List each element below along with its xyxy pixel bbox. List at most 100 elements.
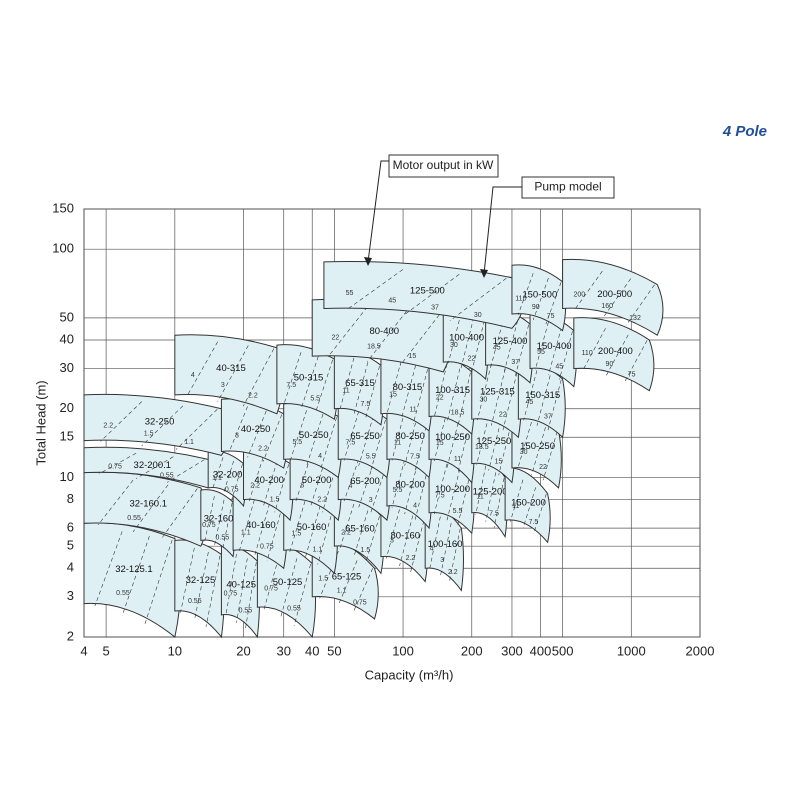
motor-kw: 0.55 — [239, 608, 253, 615]
pump-model: 50-250 — [299, 430, 329, 441]
motor-kw: 7.5 — [435, 493, 445, 500]
power-line — [602, 278, 632, 319]
power-line — [517, 422, 532, 470]
motor-kw: 0.55 — [216, 535, 230, 542]
power-line — [222, 502, 233, 551]
power-line — [533, 493, 547, 535]
annotation-box — [388, 154, 499, 178]
motor-kw: 2.2 — [448, 569, 458, 576]
motor-kw: 75 — [547, 313, 555, 320]
pump-model: 32-200 — [213, 469, 243, 480]
power-line — [121, 536, 150, 616]
motor-kw: 0.55 — [160, 473, 174, 480]
motor-kw: 22 — [331, 334, 339, 341]
power-line — [370, 468, 386, 513]
y-tick-label: 40 — [60, 331, 74, 346]
power-line — [414, 468, 429, 520]
pump-model: 32-160 — [204, 513, 234, 524]
x-tick-label: 500 — [552, 643, 574, 658]
motor-kw: 11 — [476, 494, 483, 501]
power-line — [293, 564, 311, 626]
x-tick-label: 400 — [530, 643, 552, 658]
x-tick-label: 20 — [236, 643, 250, 658]
pump-tile: 200-400 110 90 75 — [573, 317, 655, 392]
power-line — [582, 328, 606, 371]
pump-model: 100-250 — [435, 432, 470, 443]
pump-model: 40-160 — [246, 520, 276, 531]
motor-kw: 7.5 — [410, 454, 420, 461]
annotation-arrow — [483, 186, 522, 275]
power-line — [353, 568, 373, 611]
pump-tile: 200-500 200 160 132 — [562, 258, 664, 336]
y-tick-label: 30 — [60, 360, 74, 375]
power-line — [404, 415, 418, 466]
motor-kw: 2.2 — [103, 423, 113, 430]
motor-kw: 0.55 — [287, 606, 301, 613]
motor-kw: 0.75 — [224, 590, 238, 597]
power-line — [412, 369, 428, 425]
power-line — [217, 345, 249, 402]
pump-model: 80-250 — [395, 431, 425, 442]
motor-kw: 4 — [348, 483, 352, 490]
pump-model: 32-250 — [145, 416, 175, 427]
motor-kw: 11 — [409, 406, 416, 413]
power-line — [306, 414, 324, 466]
pump-model: 50-200 — [302, 475, 332, 486]
motor-kw: 0.75 — [353, 599, 367, 606]
power-line — [491, 368, 506, 426]
motor-kw: 0.75 — [264, 585, 278, 592]
motor-kw: 11 — [512, 503, 519, 510]
power-line — [242, 348, 275, 407]
motor-kw: 18.5 — [451, 409, 465, 416]
motor-kw: 30 — [480, 396, 488, 403]
motor-kw: 22 — [499, 412, 507, 419]
y-tick-label: 150 — [52, 200, 74, 215]
motor-kw: 0.55 — [188, 598, 202, 605]
motor-kw: 1.5 — [270, 496, 280, 503]
motor-kw: 1.5 — [144, 431, 154, 438]
power-line — [262, 461, 278, 508]
motor-kw: 7.5 — [489, 511, 499, 518]
power-line — [446, 416, 461, 469]
y-tick-label: 5 — [67, 538, 74, 553]
motor-kw: 37 — [431, 305, 439, 312]
power-line — [517, 273, 534, 316]
power-line — [522, 487, 537, 529]
pump-model: 150-500 — [522, 289, 557, 300]
pump-model: 125-500 — [410, 286, 445, 297]
power-line — [446, 368, 461, 423]
power-line — [433, 463, 448, 515]
power-line — [353, 362, 369, 415]
power-line — [370, 419, 386, 471]
pump-model: 65-250 — [350, 431, 380, 442]
power-line — [205, 555, 221, 627]
x-tick-label: 10 — [168, 643, 182, 658]
y-tick-label: 50 — [60, 309, 74, 324]
annotation-arrow — [367, 160, 389, 263]
power-line — [289, 501, 306, 552]
y-tick-label: 6 — [67, 520, 74, 535]
power-line — [225, 553, 237, 617]
power-line — [238, 499, 255, 552]
motor-kw: 4 — [413, 503, 417, 510]
y-tick-label: 8 — [67, 491, 74, 506]
pump-model: 40-200 — [254, 475, 284, 486]
power-line — [475, 465, 487, 515]
power-line — [343, 459, 359, 502]
x-tick-label: 40 — [305, 643, 319, 658]
pump-model: 50-315 — [294, 372, 324, 383]
motor-kw: 110 — [515, 295, 526, 302]
motor-kw: 5.5 — [292, 439, 302, 446]
power-line — [339, 357, 355, 410]
y-tick-label: 10 — [60, 469, 74, 484]
power-line — [457, 372, 471, 428]
power-line — [477, 363, 492, 421]
power-line — [440, 523, 452, 577]
power-line — [167, 459, 205, 483]
power-line — [254, 503, 270, 557]
power-line — [317, 509, 334, 565]
motor-kw: 3 — [300, 482, 304, 489]
